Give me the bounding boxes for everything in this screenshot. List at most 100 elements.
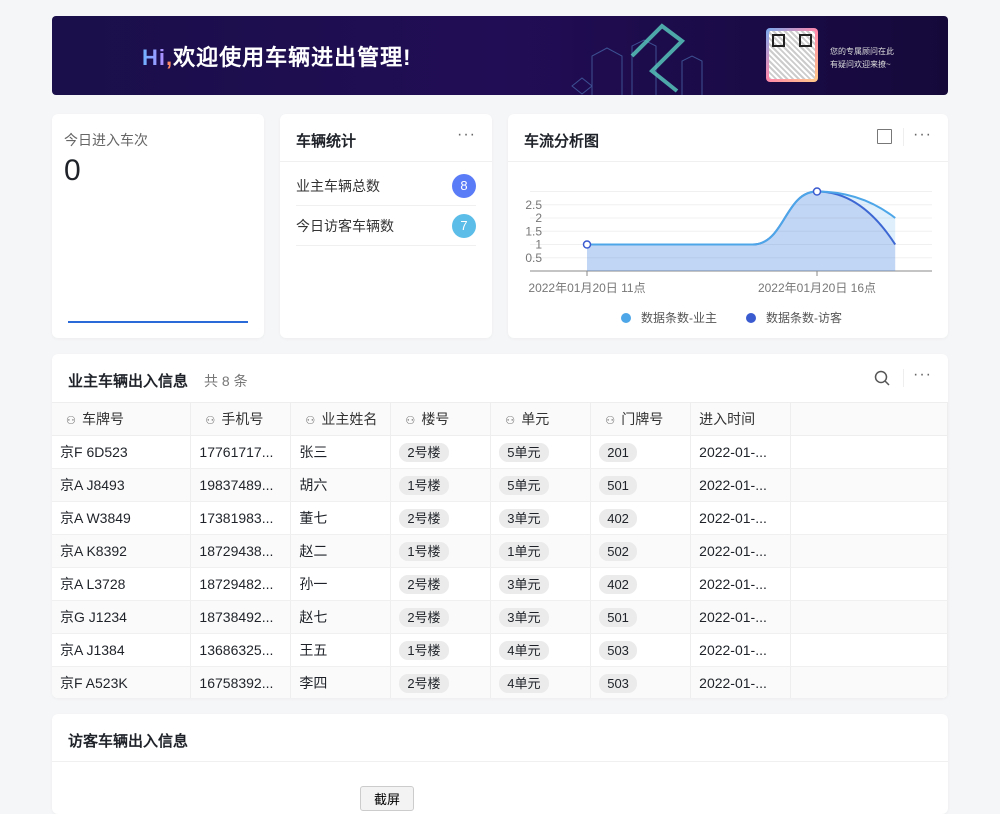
column-header[interactable]: ⚇ 车牌号 <box>52 402 192 436</box>
table-cell: 5单元 <box>490 435 592 469</box>
table-cell: 京G J1234 <box>52 600 192 634</box>
today-entries-value: 0 <box>64 154 81 187</box>
owner-vehicle-table-card: 业主车辆出入信息 共 8 条 ··· ⚇ 车牌号 ⚇ 手机号 ⚇ 业主姓名 ⚇ 楼号 ⚇ 单元 ⚇ 门… <box>52 354 948 698</box>
table-cell: 17761717... <box>190 435 292 469</box>
column-header[interactable]: ⚇ 门牌号 <box>590 402 692 436</box>
traffic-chart: 0.511.522.5 2022年01月20日 11点 2022年01月20日 16… <box>525 187 932 325</box>
y-tick-label: 1 <box>535 238 542 252</box>
decoration-illustration <box>571 23 703 95</box>
count-badge: 8 <box>452 174 476 198</box>
table-cell: 2号楼 <box>390 501 492 535</box>
table-row[interactable]: 京A W3849 17381983... 董七 2号楼 3单元 402 2022-01-..… <box>52 501 948 535</box>
tag: 201 <box>599 442 637 462</box>
table-row[interactable]: 京F A523K 16758392... 李四 2号楼 4单元 503 2022-01-..… <box>52 666 948 698</box>
table-cell: 2022-01-... <box>690 435 792 469</box>
table-cell: 京A J8493 <box>52 468 192 502</box>
table-cell: 张三 <box>290 435 392 469</box>
vehicle-stats-card: 车辆统计 ··· 业主车辆总数 8 今日访客车辆数 7 <box>280 114 492 338</box>
table-cell: 2022-01-... <box>690 633 792 667</box>
table-cell: 502 <box>590 534 692 568</box>
tag: 3单元 <box>499 607 549 627</box>
table-cell: 2022-01-... <box>690 567 792 601</box>
table-row[interactable]: 京A J8493 19837489... 胡六 1号楼 5单元 501 2022-01-..… <box>52 468 948 502</box>
tag: 503 <box>599 640 637 660</box>
area-fill <box>587 191 896 271</box>
table-row[interactable]: 京G J1234 18738492... 赵七 2号楼 3单元 501 2022-01-..… <box>52 600 948 634</box>
x-tick-label: 2022年01月20日 16点 <box>758 281 876 295</box>
table-cell: 2号楼 <box>390 666 492 698</box>
tag: 3单元 <box>499 508 549 528</box>
column-header[interactable]: ⚇ 楼号 <box>390 402 492 436</box>
welcome-text: Hi,欢迎使用车辆进出管理! <box>142 45 412 70</box>
table-cell: 18738492... <box>190 600 292 634</box>
table-cell: 503 <box>590 666 692 698</box>
tag: 5单元 <box>499 475 549 495</box>
field-type-icon: ⚇ <box>605 415 616 427</box>
tag: 1号楼 <box>399 640 449 660</box>
tag: 4单元 <box>499 673 549 693</box>
tag: 4单元 <box>499 640 549 660</box>
table-cell: 1号楼 <box>390 534 492 568</box>
table-cell: 16758392... <box>190 666 292 698</box>
count-badge: 7 <box>452 214 476 238</box>
legend-marker <box>746 313 756 323</box>
table-cell: 402 <box>590 567 692 601</box>
table-row[interactable]: 京A K8392 18729438... 赵二 1号楼 1单元 502 2022-01-..… <box>52 534 948 568</box>
table-cell: 京F A523K <box>52 666 192 698</box>
table-cell: 赵二 <box>290 534 392 568</box>
more-icon[interactable]: ··· <box>913 366 932 383</box>
table-row[interactable]: 京F 6D523 17761717... 张三 2号楼 5单元 201 2022-01-..… <box>52 435 948 469</box>
column-header[interactable]: ⚇ 业主姓名 <box>290 402 392 436</box>
traffic-chart-card: 车流分析图 ··· 0.5 1 1.5 2 2.5 2022年01月20日 11点 2022… <box>508 114 948 338</box>
tag: 1号楼 <box>399 541 449 561</box>
field-type-icon: ⚇ <box>66 415 76 427</box>
column-header[interactable]: 进入时间 <box>690 402 792 436</box>
table-cell: 1号楼 <box>390 468 492 502</box>
table-cell: 京A L3728 <box>52 567 192 601</box>
tag: 1号楼 <box>399 475 449 495</box>
screenshot-button[interactable]: 截屏 <box>360 786 415 811</box>
table-cell: 13686325... <box>190 633 292 667</box>
column-header-empty <box>790 402 948 436</box>
tag: 2号楼 <box>399 574 449 594</box>
tag: 2号楼 <box>399 607 449 627</box>
table-cell: 402 <box>590 501 692 535</box>
column-header[interactable]: ⚇ 单元 <box>490 402 592 436</box>
table-cell: 18729482... <box>190 567 292 601</box>
advisor-tip: 您的专属顾问在此 有疑问欢迎来撩~ <box>830 47 894 69</box>
today-entries-card: 今日进入车次 0 <box>52 114 264 338</box>
table-row[interactable]: 京A J1384 13686325... 王五 1号楼 4单元 503 2022-01-..… <box>52 633 948 667</box>
tag: 1单元 <box>499 541 549 561</box>
legend-label: 数据条数-业主 <box>641 310 717 325</box>
tag: 2号楼 <box>399 673 449 693</box>
field-type-icon: ⚇ <box>505 415 516 427</box>
more-icon[interactable]: ··· <box>457 126 476 143</box>
table-cell: 京A J1384 <box>52 633 192 667</box>
table-cell: 赵七 <box>290 600 392 634</box>
tag: 503 <box>599 673 637 693</box>
table-cell: 2022-01-... <box>690 468 792 502</box>
expand-icon[interactable] <box>877 129 892 144</box>
welcome-banner: Hi,欢迎使用车辆进出管理! 您的专属顾问在此 有疑问欢迎来撩~ <box>52 16 948 95</box>
owner-vehicle-table: ⚇ 车牌号 ⚇ 手机号 ⚇ 业主姓名 ⚇ 楼号 ⚇ 单元 ⚇ 门牌号 进入时间 京F 6D523 1776… <box>52 402 948 698</box>
table-row[interactable]: 京A L3728 18729482... 孙一 2号楼 3单元 402 2022-01-..… <box>52 567 948 601</box>
table-cell: 501 <box>590 468 692 502</box>
table-cell: 18729438... <box>190 534 292 568</box>
more-icon[interactable]: ··· <box>913 126 932 143</box>
stat-item-visitor: 今日访客车辆数 7 <box>296 206 476 246</box>
column-header[interactable]: ⚇ 手机号 <box>190 402 292 436</box>
tag: 502 <box>599 541 637 561</box>
y-tick-label: 0.5 <box>525 251 542 265</box>
table-cell: 2022-01-... <box>690 501 792 535</box>
table-cell: 王五 <box>290 633 392 667</box>
field-type-icon: ⚇ <box>305 415 316 427</box>
tag: 2号楼 <box>399 442 449 462</box>
table-cell: 3单元 <box>490 600 592 634</box>
search-icon[interactable] <box>874 370 890 386</box>
area-fill <box>587 191 896 271</box>
table-cell: 2号楼 <box>390 435 492 469</box>
table-cell: 李四 <box>290 666 392 698</box>
legend-label: 数据条数-访客 <box>766 310 842 325</box>
table-cell: 3单元 <box>490 567 592 601</box>
table-cell: 2022-01-... <box>690 600 792 634</box>
